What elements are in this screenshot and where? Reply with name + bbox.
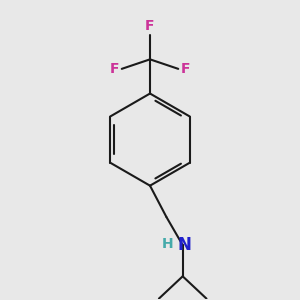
Text: F: F <box>145 20 155 34</box>
Text: H: H <box>161 237 173 250</box>
Text: F: F <box>181 62 190 76</box>
Text: F: F <box>110 62 119 76</box>
Text: N: N <box>177 236 191 254</box>
